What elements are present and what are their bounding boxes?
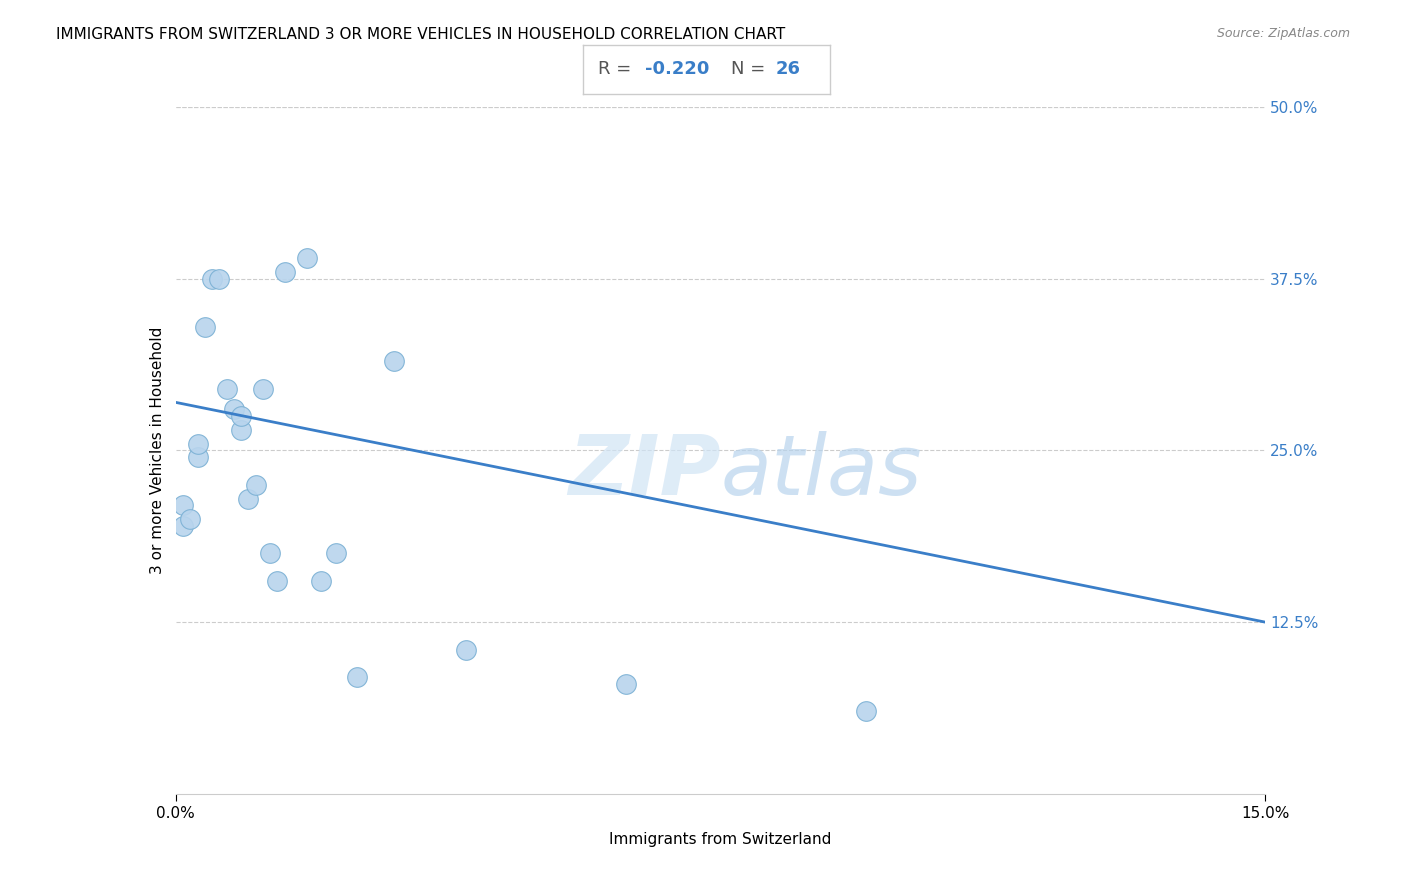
Text: ZIP: ZIP bbox=[568, 431, 721, 512]
Point bbox=[274, 265, 297, 279]
Point bbox=[245, 478, 267, 492]
Point bbox=[231, 409, 253, 423]
Point bbox=[201, 271, 224, 285]
Point bbox=[238, 491, 260, 506]
Point bbox=[186, 436, 209, 450]
Text: N =: N = bbox=[731, 60, 770, 78]
Text: IMMIGRANTS FROM SWITZERLAND 3 OR MORE VEHICLES IN HOUSEHOLD CORRELATION CHART: IMMIGRANTS FROM SWITZERLAND 3 OR MORE VE… bbox=[56, 27, 786, 42]
Point bbox=[194, 319, 217, 334]
Point bbox=[295, 251, 318, 265]
Point bbox=[456, 642, 478, 657]
Point bbox=[259, 546, 281, 561]
Text: 26: 26 bbox=[776, 60, 800, 78]
Point bbox=[382, 354, 405, 368]
Point bbox=[325, 546, 347, 561]
Point bbox=[222, 402, 245, 417]
Point bbox=[309, 574, 332, 588]
X-axis label: Immigrants from Switzerland: Immigrants from Switzerland bbox=[609, 832, 832, 847]
Point bbox=[266, 574, 288, 588]
Text: atlas: atlas bbox=[721, 431, 922, 512]
Point bbox=[614, 677, 637, 691]
Point bbox=[172, 499, 194, 513]
Text: -0.220: -0.220 bbox=[645, 60, 710, 78]
Text: R =: R = bbox=[599, 60, 637, 78]
Point bbox=[855, 705, 877, 719]
Point bbox=[215, 382, 238, 396]
Point bbox=[172, 519, 194, 533]
Point bbox=[208, 271, 231, 285]
Point bbox=[231, 423, 253, 437]
Point bbox=[179, 512, 201, 526]
Y-axis label: 3 or more Vehicles in Household: 3 or more Vehicles in Household bbox=[149, 326, 165, 574]
Text: Source: ZipAtlas.com: Source: ZipAtlas.com bbox=[1216, 27, 1350, 40]
Point bbox=[252, 382, 274, 396]
Point bbox=[186, 450, 209, 465]
Point bbox=[346, 670, 368, 684]
